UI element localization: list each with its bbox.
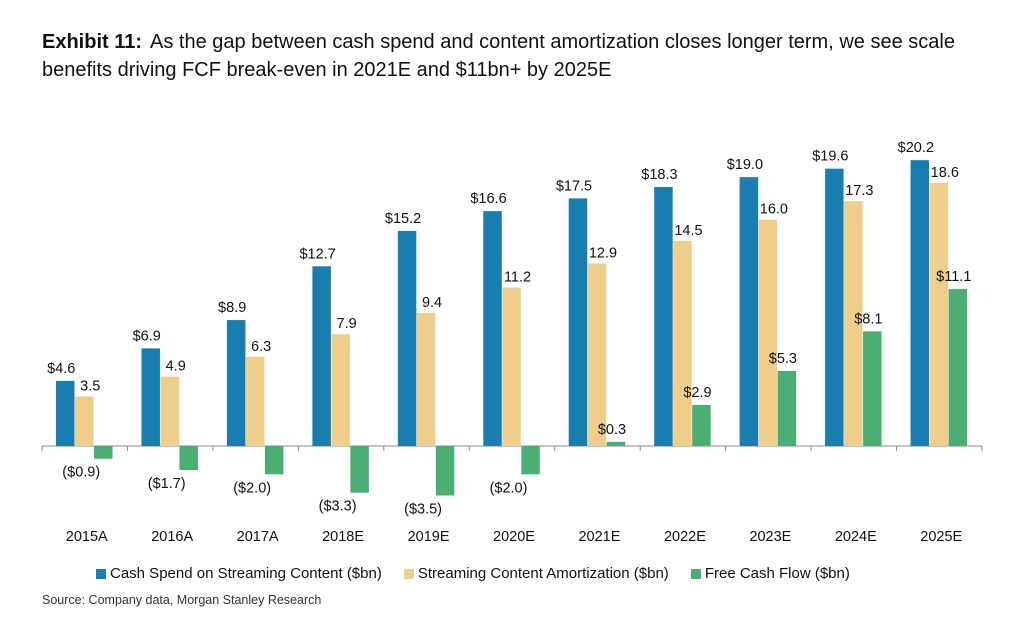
legend-label-amortization: Streaming Content Amortization ($bn) bbox=[417, 565, 669, 582]
bar-cash-2025E bbox=[910, 160, 930, 447]
x-tick-label-2016A: 2016A bbox=[151, 529, 193, 545]
data-label-cash-2025E: $20.2 bbox=[898, 140, 934, 156]
data-label-amort-2016A: 4.9 bbox=[166, 359, 186, 375]
bar-chart: $4.6 3.5 ($0.9) 2015A $6.9 4.9 ($1.7) 2016A $8.9… bbox=[41, 140, 983, 545]
bar-amort-2016A bbox=[160, 376, 179, 446]
bar-cash-2015A bbox=[56, 380, 75, 446]
bar-fcf-2018E bbox=[350, 446, 369, 493]
bar-fcf-2021E bbox=[606, 441, 626, 446]
data-label-fcf-2017A: ($2.0) bbox=[233, 480, 271, 496]
data-label-amort-2018E: 7.9 bbox=[337, 316, 357, 332]
bar-fcf-2017A bbox=[264, 446, 284, 475]
bar-fcf-2015A bbox=[94, 446, 113, 459]
x-tick-label-2020E: 2020E bbox=[493, 529, 535, 545]
data-label-cash-2018E: $12.7 bbox=[299, 246, 335, 262]
data-label-fcf-2019E: ($3.5) bbox=[404, 502, 442, 518]
bar-amort-2018E bbox=[331, 334, 350, 446]
bar-cash-2023E bbox=[739, 177, 759, 446]
data-label-amort-2023E: 16.0 bbox=[760, 202, 788, 218]
bar-amort-2019E bbox=[416, 312, 436, 446]
bar-fcf-2019E bbox=[435, 446, 455, 496]
x-tick-label-2015A: 2015A bbox=[66, 529, 108, 545]
data-label-amort-2020E: 11.2 bbox=[504, 270, 531, 286]
bar-cash-2019E bbox=[397, 230, 417, 446]
data-label-cash-2015A: $4.6 bbox=[47, 361, 75, 377]
chart-title: Exhibit 11: As the gap between cash spend… bbox=[42, 28, 1002, 84]
legend-label-cash-spend: Cash Spend on Streaming Content ($bn) bbox=[110, 565, 382, 582]
exhibit-label: Exhibit 11: bbox=[42, 31, 143, 53]
bar-amort-2021E bbox=[587, 263, 607, 446]
bar-fcf-2023E bbox=[777, 371, 797, 446]
x-tick-label-2022E: 2022E bbox=[664, 529, 706, 545]
bar-amort-2025E bbox=[929, 182, 949, 446]
chart-legend: Cash Spend on Streaming Content ($bn) St… bbox=[96, 565, 976, 582]
legend-label-fcf: Free Cash Flow ($bn) bbox=[704, 565, 850, 582]
data-label-amort-2021E: 12.9 bbox=[589, 245, 617, 261]
x-tick-label-2025E: 2025E bbox=[920, 529, 962, 545]
data-label-cash-2016A: $6.9 bbox=[133, 328, 161, 344]
bar-fcf-2025E bbox=[948, 288, 968, 446]
data-label-cash-2024E: $19.6 bbox=[812, 149, 848, 165]
data-label-amort-2019E: 9.4 bbox=[422, 295, 442, 311]
bar-amort-2020E bbox=[502, 287, 521, 446]
bar-fcf-2022E bbox=[692, 404, 711, 446]
data-label-cash-2019E: $15.2 bbox=[385, 211, 421, 227]
legend-swatch-amortization bbox=[403, 568, 414, 579]
legend-item-cash-spend: Cash Spend on Streaming Content ($bn) bbox=[96, 565, 382, 582]
bar-fcf-2020E bbox=[521, 446, 540, 475]
data-label-fcf-2025E: $11.1 bbox=[936, 269, 971, 285]
bar-fcf-2024E bbox=[863, 331, 882, 446]
data-label-cash-2023E: $19.0 bbox=[727, 157, 763, 173]
data-label-cash-2017A: $8.9 bbox=[218, 300, 246, 316]
bar-fcf-2016A bbox=[179, 446, 198, 471]
data-label-cash-2020E: $16.6 bbox=[470, 191, 506, 207]
bar-cash-2018E bbox=[312, 266, 331, 446]
bar-amort-2017A bbox=[245, 356, 265, 446]
data-label-fcf-2018E: ($3.3) bbox=[319, 499, 357, 515]
bar-amort-2023E bbox=[758, 219, 778, 446]
data-label-amort-2017A: 6.3 bbox=[251, 339, 271, 355]
bar-cash-2016A bbox=[141, 348, 160, 446]
data-label-fcf-2021E: $0.3 bbox=[598, 422, 626, 438]
data-label-amort-2022E: 14.5 bbox=[674, 223, 702, 239]
data-label-fcf-2024E: $8.1 bbox=[854, 311, 882, 327]
data-label-fcf-2020E: ($2.0) bbox=[490, 480, 528, 496]
data-label-amort-2024E: 17.3 bbox=[845, 183, 873, 199]
bar-cash-2020E bbox=[483, 211, 502, 446]
bar-cash-2022E bbox=[654, 187, 673, 446]
x-tick-label-2018E: 2018E bbox=[322, 529, 364, 545]
x-tick-label-2021E: 2021E bbox=[578, 529, 620, 545]
x-tick-label-2024E: 2024E bbox=[835, 529, 877, 545]
bar-cash-2024E bbox=[825, 168, 844, 446]
legend-item-amortization: Streaming Content Amortization ($bn) bbox=[403, 565, 669, 582]
legend-swatch-fcf bbox=[690, 568, 701, 579]
bar-amort-2015A bbox=[75, 396, 94, 446]
legend-swatch-cash-spend bbox=[96, 568, 106, 579]
x-tick-label-2017A: 2017A bbox=[237, 529, 279, 545]
bar-amort-2024E bbox=[844, 201, 863, 446]
x-tick-label-2019E: 2019E bbox=[408, 529, 450, 545]
exhibit-text: As the gap between cash spend and conten… bbox=[42, 31, 955, 81]
data-label-amort-2015A: 3.5 bbox=[80, 378, 100, 394]
data-label-fcf-2022E: $2.9 bbox=[683, 385, 711, 401]
source-note: Source: Company data, Morgan Stanley Res… bbox=[42, 593, 322, 607]
data-label-cash-2022E: $18.3 bbox=[641, 167, 677, 183]
data-label-fcf-2016A: ($1.7) bbox=[148, 476, 186, 492]
data-label-amort-2025E: 18.6 bbox=[931, 165, 959, 181]
data-label-fcf-2015A: ($0.9) bbox=[62, 465, 100, 481]
data-label-cash-2021E: $17.5 bbox=[556, 178, 592, 194]
bar-cash-2021E bbox=[568, 198, 588, 446]
data-label-fcf-2023E: $5.3 bbox=[769, 351, 797, 367]
x-tick-label-2023E: 2023E bbox=[749, 529, 791, 545]
bar-amort-2022E bbox=[673, 240, 692, 446]
legend-item-fcf: Free Cash Flow ($bn) bbox=[690, 565, 850, 582]
bar-cash-2017A bbox=[226, 320, 246, 446]
